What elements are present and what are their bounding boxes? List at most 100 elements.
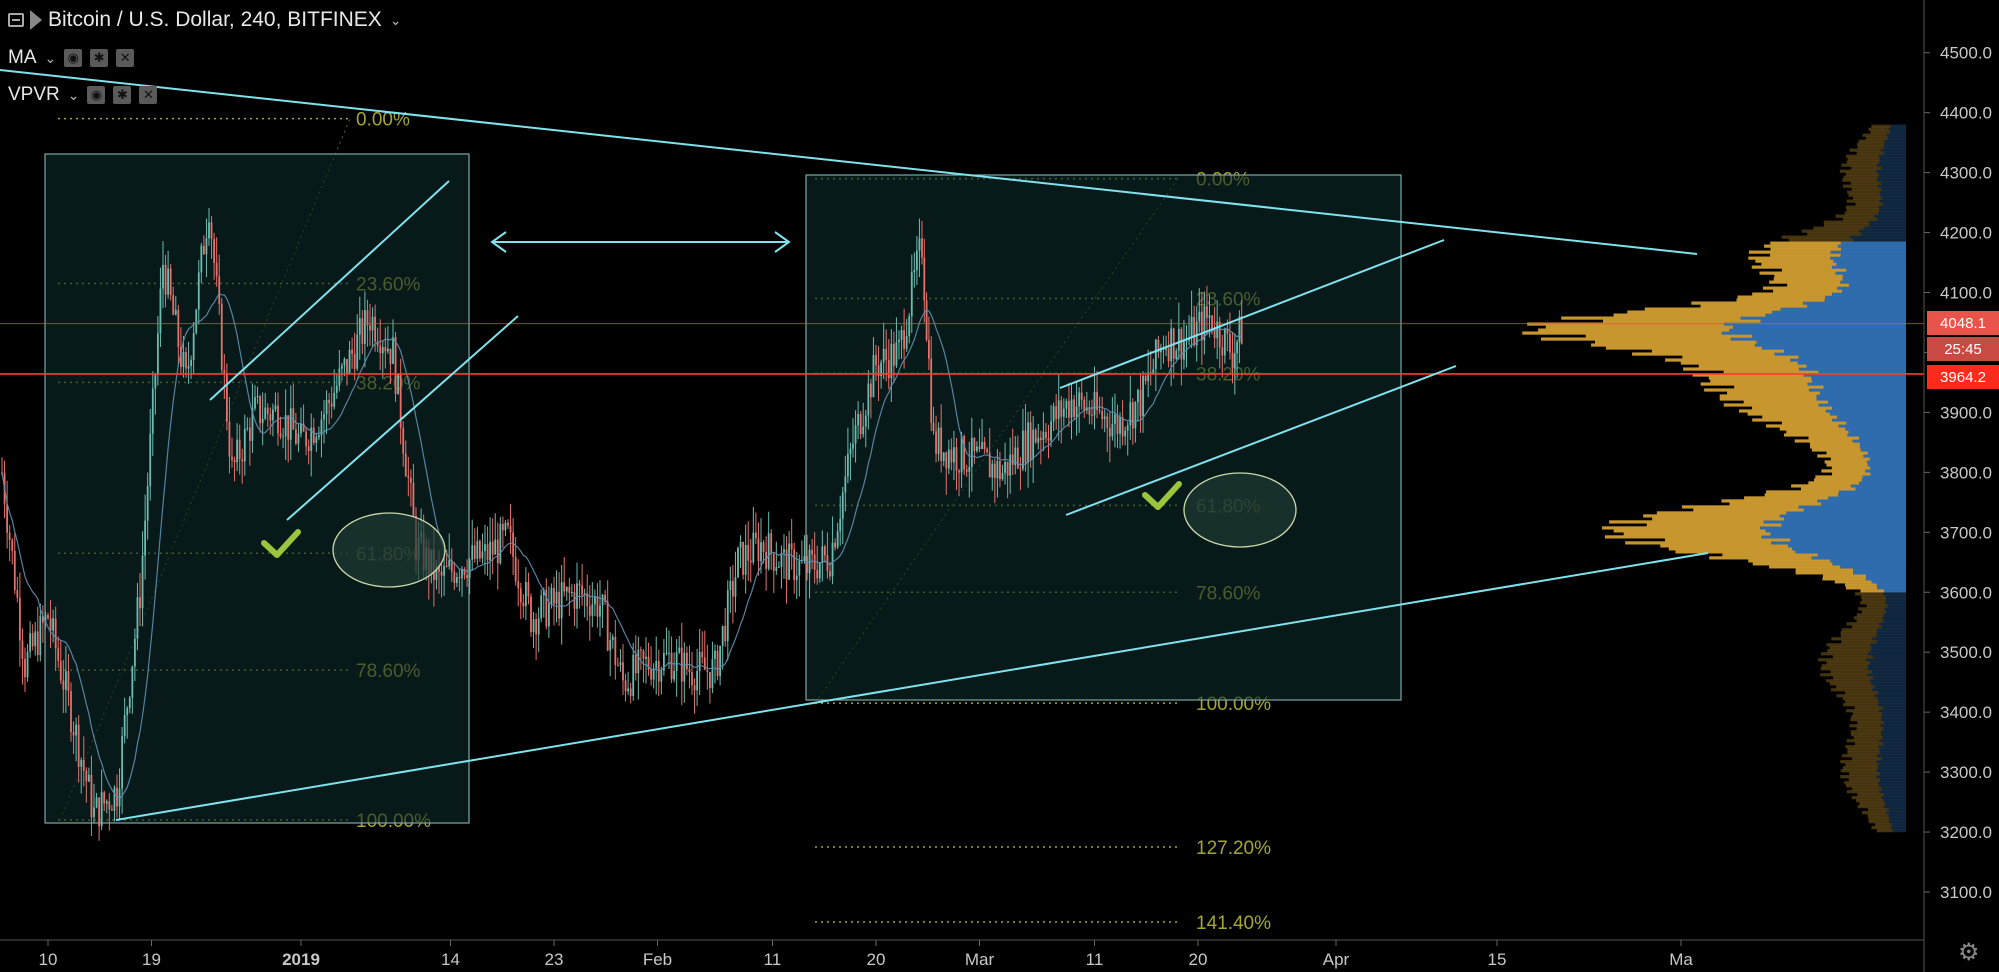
volume-bar-up	[1851, 187, 1882, 191]
candle-body	[857, 413, 860, 426]
chevron-down-icon[interactable]: ⌄	[67, 86, 80, 103]
volume-bar-down	[1765, 313, 1906, 317]
time-tick-label: 2019	[282, 950, 320, 969]
indicator-label: VPVR	[8, 84, 60, 105]
volume-bar-up	[1794, 439, 1853, 443]
candle-body	[346, 358, 348, 374]
candle-body	[223, 369, 226, 374]
volume-bar-down	[1779, 514, 1906, 518]
candle-body	[1124, 430, 1127, 437]
indicator-vpvr[interactable]: VPVR ⌄ ◉ ✱ ✕	[8, 84, 158, 106]
symbol-header[interactable]: Bitcoin / U.S. Dollar, 240, BITFINEX ⌄	[8, 8, 402, 32]
candle-body	[731, 581, 734, 597]
eye-icon[interactable]: ◉	[87, 86, 106, 104]
volume-bar-up	[1853, 196, 1883, 200]
highlight-ellipse-right	[1183, 472, 1297, 548]
volume-bar-up	[1761, 262, 1837, 266]
candle-body	[128, 697, 131, 709]
volume-bar-up	[1845, 784, 1879, 788]
price-tick-label: 4300.0	[1940, 164, 1992, 183]
candle-body	[542, 589, 545, 596]
volume-bar-up	[1591, 343, 1755, 347]
volume-bar-up	[1829, 646, 1872, 650]
candle-body	[711, 658, 714, 689]
volume-bar-up	[1625, 541, 1772, 545]
volume-bar-down	[1845, 427, 1906, 431]
candle-body	[297, 433, 300, 444]
collapse-icon[interactable]	[8, 13, 24, 27]
candle-body	[494, 539, 497, 555]
candle-body	[937, 427, 940, 454]
volume-bar-down	[1879, 190, 1906, 194]
volume-bar-up	[1704, 388, 1810, 392]
candle-body	[1027, 422, 1029, 463]
volume-bar-up	[1847, 751, 1880, 755]
close-icon[interactable]: ✕	[139, 86, 158, 104]
volume-bar-up	[1835, 214, 1875, 218]
candle-body	[162, 264, 164, 289]
volume-bar-up	[1867, 814, 1889, 818]
candle-body	[918, 238, 921, 251]
candle-body	[57, 648, 60, 661]
time-tick-label: 14	[441, 950, 460, 969]
volume-bar-up	[1744, 496, 1829, 500]
candle-body	[1121, 417, 1124, 437]
volume-bar-up	[1692, 373, 1804, 377]
candle-body	[757, 538, 760, 562]
volume-bar-up	[1856, 799, 1884, 803]
gear-icon[interactable]: ✱	[113, 86, 132, 104]
chevron-down-icon[interactable]: ⌄	[44, 49, 57, 66]
candle-body	[108, 801, 111, 810]
candle-body	[968, 467, 971, 472]
volume-bar-down	[1781, 523, 1906, 527]
candle-body	[947, 449, 950, 469]
volume-bar-down	[1885, 601, 1906, 605]
flag-icon[interactable]	[30, 10, 42, 30]
candle-body	[1157, 339, 1160, 353]
candle-body	[880, 362, 883, 377]
indicator-ma[interactable]: MA ⌄ ◉ ✱ ✕	[8, 47, 135, 69]
candle-body	[573, 591, 576, 609]
settings-gear-icon[interactable]: ⚙	[1958, 939, 1980, 966]
volume-bar-up	[1860, 601, 1886, 605]
volume-bar-down	[1865, 469, 1906, 473]
candle-body	[1195, 321, 1198, 346]
candle-body	[813, 554, 816, 570]
volume-bar-down	[1830, 559, 1906, 563]
volume-bar-down	[1837, 286, 1906, 290]
eye-icon[interactable]: ◉	[64, 49, 83, 67]
volume-bar-up	[1682, 505, 1799, 509]
volume-bar-up	[1668, 547, 1793, 551]
candle-body	[1024, 430, 1027, 463]
volume-bar-down	[1883, 799, 1906, 803]
volume-bar-down	[1730, 337, 1906, 341]
candle-body	[923, 257, 926, 301]
candle-body	[34, 631, 37, 647]
candle-body	[570, 591, 573, 593]
candle-body	[1065, 400, 1068, 409]
volume-bar-down	[1867, 667, 1906, 671]
volume-bar-up	[1788, 238, 1854, 242]
candle-body	[1142, 375, 1144, 417]
candle-body	[389, 348, 392, 364]
volume-bar-down	[1733, 325, 1906, 329]
volume-bar-down	[1864, 226, 1906, 230]
candle-body	[836, 531, 839, 548]
volume-bar-down	[1882, 196, 1906, 200]
gear-icon[interactable]: ✱	[90, 49, 109, 67]
volume-bar-down	[1831, 265, 1906, 269]
candle-body	[714, 650, 716, 659]
right-channel-lower	[1065, 365, 1457, 516]
candle-body	[353, 353, 356, 369]
candle-body	[80, 759, 83, 767]
volume-bar-down	[1884, 805, 1906, 809]
volume-bar-up	[1522, 331, 1722, 335]
volume-bar-down	[1879, 739, 1906, 743]
candle-body	[294, 429, 297, 444]
chevron-down-icon[interactable]: ⌄	[389, 11, 402, 28]
volume-bar-down	[1761, 346, 1906, 350]
close-icon[interactable]: ✕	[116, 49, 135, 67]
candle-body	[1073, 399, 1075, 417]
candle-body	[133, 638, 136, 667]
